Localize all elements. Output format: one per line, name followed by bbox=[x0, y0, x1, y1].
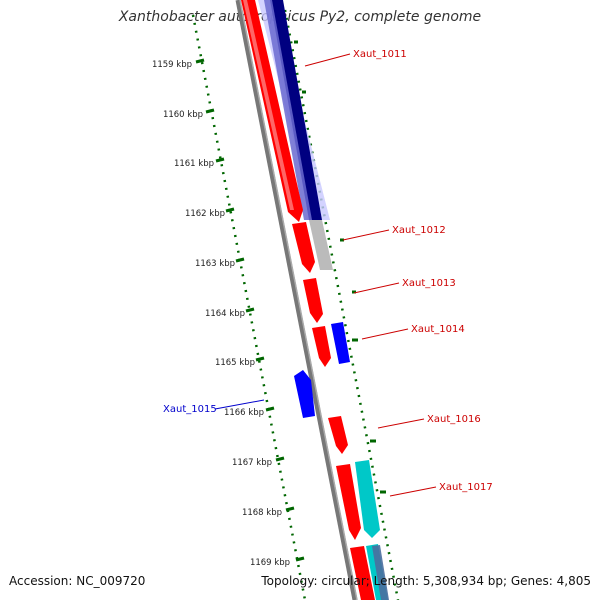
tick-label: 1160 kbp bbox=[163, 110, 203, 120]
gene-Xaut_1012-shape[interactable] bbox=[292, 222, 315, 273]
gene-Xaut_1018-shape[interactable] bbox=[350, 546, 375, 600]
outer-tick-marks bbox=[294, 40, 386, 494]
map-title: Xanthobacter autotrophicus Py2, complete… bbox=[118, 9, 482, 25]
gc-band-dark bbox=[270, 0, 322, 220]
gene-label-Xaut_1016[interactable]: Xaut_1016 bbox=[427, 414, 481, 425]
gene-label-Xaut_1015[interactable]: Xaut_1015 bbox=[163, 404, 217, 415]
gene-label-Xaut_1017[interactable]: Xaut_1017 bbox=[439, 482, 493, 493]
tick-marks bbox=[195, 58, 305, 562]
gene-labels: Xaut_1011 Xaut_1012 Xaut_1013 Xaut_1014 … bbox=[163, 49, 493, 493]
tick-label: 1169 kbp bbox=[250, 558, 290, 568]
tick-label: 1168 kbp bbox=[242, 508, 282, 518]
gene-Xaut_1011-shine bbox=[243, 0, 294, 210]
gc-band-mid bbox=[264, 0, 312, 220]
gene-label-Xaut_1012[interactable]: Xaut_1012 bbox=[392, 225, 446, 236]
slate-feature-1018[interactable] bbox=[372, 545, 389, 600]
tick-label: 1159 kbp bbox=[152, 60, 192, 70]
gene-label-Xaut_1014[interactable]: Xaut_1014 bbox=[411, 324, 465, 335]
tick-label: 1162 kbp bbox=[185, 209, 225, 219]
genome-summary-text: Topology: circular; Length: 5,308,934 bp… bbox=[261, 574, 591, 588]
gene-Xaut_1013-shape[interactable] bbox=[303, 278, 323, 323]
tick-label: 1166 kbp bbox=[224, 408, 264, 418]
accession-text: Accession: NC_009720 bbox=[9, 574, 146, 588]
cyan-feature-1017[interactable] bbox=[355, 460, 380, 538]
tick-label: 1167 kbp bbox=[232, 458, 272, 468]
gene-label-Xaut_1011[interactable]: Xaut_1011 bbox=[353, 49, 407, 60]
tick-ruler bbox=[191, 14, 307, 600]
gene-Xaut_1015-shape[interactable] bbox=[294, 370, 315, 418]
tick-label: 1163 kbp bbox=[195, 259, 235, 269]
reverse-feature-1014[interactable] bbox=[331, 322, 350, 364]
label-leaders bbox=[214, 53, 437, 497]
gene-label-Xaut_1013[interactable]: Xaut_1013 bbox=[402, 278, 456, 289]
tick-label: 1161 kbp bbox=[174, 159, 214, 169]
tick-label: 1164 kbp bbox=[205, 309, 245, 319]
gc-band-gray bbox=[309, 220, 333, 270]
backbone-line bbox=[235, 0, 358, 600]
tick-label: 1165 kbp bbox=[215, 358, 255, 368]
gene-Xaut_1014-shape[interactable] bbox=[312, 326, 331, 367]
outer-dotted-ruler bbox=[283, 9, 400, 600]
gene-Xaut_1016-shape[interactable] bbox=[328, 416, 348, 454]
backbone-highlight bbox=[239, 0, 358, 600]
tick-labels: 1159 kbp 1160 kbp 1161 kbp 1162 kbp 1163… bbox=[152, 60, 290, 568]
gene-Xaut_1017-shape[interactable] bbox=[336, 464, 361, 540]
